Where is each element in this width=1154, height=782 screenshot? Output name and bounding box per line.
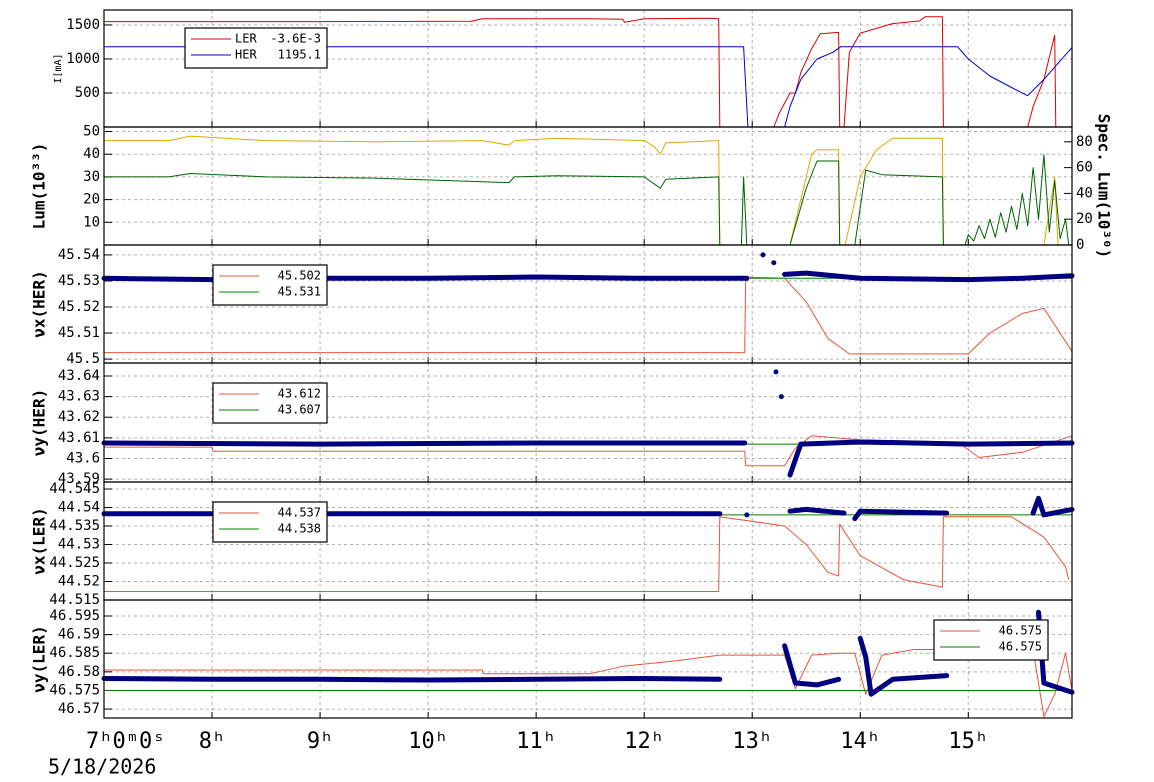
y-axis-label: νx(HER) [30,270,49,337]
legend-box [212,501,328,543]
y-tick-label: 40 [83,146,100,162]
x-tick-label: 14ʰ [840,729,880,754]
line-series [104,516,1070,592]
y-tick-label: 50 [83,124,100,140]
y-tick-label: 1000 [66,51,100,67]
y-tick-label: 45.51 [58,325,100,341]
y-tick-label: 44.52 [58,574,100,590]
y-tick-label: 30 [83,169,100,185]
y-axis-label: νx(LER) [30,507,49,574]
legend-value: -3.6E-3 [270,32,321,46]
y-tick-label: 43.62 [58,409,100,425]
panel-frame [103,126,1073,246]
y-tick-label: 46.59 [58,627,100,643]
marker-series [101,495,1075,522]
y-tick-label: 500 [75,85,100,101]
legend-box [184,27,328,69]
legend-value: 44.537 [278,506,321,520]
y-tick-label: 46.58 [58,664,100,680]
marker-series [101,252,1075,283]
y-tick-label: 20 [83,192,100,208]
x-tick-label: 11ʰ [516,729,556,754]
y-tick-label: 45.5 [66,351,100,367]
y-tick-label: 45.54 [58,247,100,263]
y-tick-label: 44.54 [58,500,100,516]
y-tick-label: 44.545 [49,481,100,497]
x-tick-label: 9ʰ [307,729,334,754]
legend-box [212,382,328,424]
y-tick-label: 46.595 [49,608,100,624]
y-tick-label: 43.61 [58,430,100,446]
y-tick-label: 1500 [66,17,100,33]
x-axis-date: 5/18/2026 [48,755,156,779]
legend-name: HER [235,48,257,62]
y-tick-label: 43.59 [58,471,100,487]
y2-tick-label: 0 [1076,237,1084,253]
y-tick-label: 45.53 [58,273,100,289]
y-tick-label: 44.515 [49,592,100,608]
legend-box [933,619,1049,661]
y-axis-label: I[mA] [53,53,64,83]
line-series [104,276,1073,355]
y-tick-label: 44.525 [49,555,100,571]
x-tick-label: 13ʰ [732,729,772,754]
legend-value: 46.575 [999,640,1042,654]
y-axis-label: Lum(10³³) [30,143,49,230]
marker-series [101,609,1075,697]
y2-tick-label: 40 [1076,185,1093,201]
y2-tick-label: 80 [1076,134,1093,150]
line-series [104,649,1073,717]
legend-value: 45.502 [278,269,321,283]
legend-value: 44.538 [278,522,321,536]
y-tick-label: 45.52 [58,299,100,315]
y2-axis-label: Spec. Lum(10³⁰) [1095,114,1114,259]
y-tick-label: 44.535 [49,518,100,534]
y-tick-label: 10 [83,214,100,230]
y-axis-label: νy(HER) [30,389,49,456]
marker-series [101,369,1075,478]
x-tick-label: 8ʰ [199,729,226,754]
y-tick-label: 43.63 [58,389,100,405]
legend-value: 43.612 [278,387,321,401]
line-series [104,160,944,246]
x-tick-label: 7ʰ0ᵐ0ˢ [86,729,165,754]
legend-name: LER [235,32,257,46]
y-tick-label: 46.57 [58,701,100,717]
legend-value: 46.575 [999,624,1042,638]
line-series [104,435,1073,467]
panel-frame [103,599,1073,719]
legend-value: 45.531 [278,285,321,299]
legend-value: 43.607 [278,403,321,417]
x-tick-label: 10ʰ [408,729,448,754]
y-tick-label: 44.53 [58,537,100,553]
y-axis-label: νy(LER) [30,625,49,692]
line-series [964,154,1070,246]
y-tick-label: 43.6 [66,450,100,466]
x-tick-label: 15ʰ [948,729,988,754]
legend-box [212,264,328,306]
x-tick-label: 12ʰ [624,729,664,754]
y-tick-label: 43.64 [58,368,100,384]
line-series [104,135,1059,246]
y2-tick-label: 60 [1076,160,1093,176]
y-tick-label: 46.575 [49,682,100,698]
y2-tick-label: 20 [1076,211,1093,227]
line-series [104,16,1057,128]
y-tick-label: 46.585 [49,645,100,661]
legend-value: 1195.1 [278,48,321,62]
